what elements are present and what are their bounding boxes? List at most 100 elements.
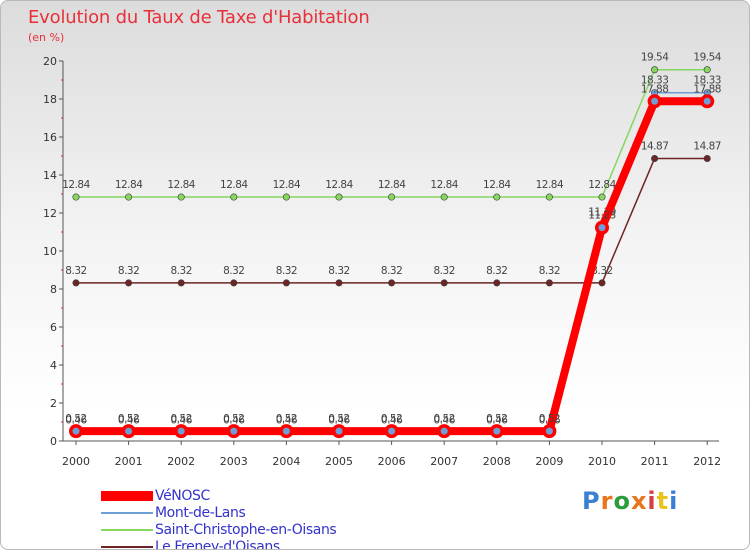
- legend-item-venosc: VéNOSC: [101, 487, 336, 504]
- data-point-saint-christophe-en-oisans: [282, 193, 290, 201]
- data-point-inner-v-nosc: [282, 427, 290, 435]
- logo-letter: o: [613, 487, 631, 515]
- logo-letter: i: [669, 487, 679, 515]
- legend: VéNOSC Mont-de-Lans Saint-Christophe-en-…: [101, 487, 337, 550]
- data-label-saint-christophe-en-oisans: 12.84: [325, 179, 353, 191]
- chart-title: Evolution du Taux de Taxe d'Habitation: [28, 7, 370, 28]
- legend-swatch-mont-de-lans: [101, 511, 153, 514]
- data-label-mont-de-lans: 0.46: [171, 414, 193, 426]
- data-point-inner-v-nosc: [545, 427, 553, 435]
- y-tick-label: 4: [50, 359, 57, 372]
- data-point-inner-v-nosc: [598, 224, 606, 232]
- data-point-le-freney-d-oisans: [493, 279, 501, 287]
- data-point-le-freney-d-oisans: [598, 279, 606, 287]
- legend-item-mont-de-lans: Mont-de-Lans: [101, 504, 336, 521]
- data-label-mont-de-lans: 0.46: [328, 414, 350, 426]
- data-point-le-freney-d-oisans: [651, 154, 659, 162]
- x-tick-label: 2001: [115, 455, 143, 468]
- x-tick-label: 2008: [483, 455, 511, 468]
- data-label-saint-christophe-en-oisans: 12.84: [536, 179, 564, 191]
- y-tick-label: 16: [43, 131, 57, 144]
- x-tick-label: 2010: [588, 455, 616, 468]
- data-label-le-freney-d-oisans: 8.32: [381, 265, 402, 277]
- data-label-le-freney-d-oisans: 8.32: [223, 265, 244, 277]
- data-label-v-nosc: 0.52: [171, 413, 192, 425]
- data-point-inner-v-nosc: [440, 427, 448, 435]
- data-point-saint-christophe-en-oisans: [177, 193, 185, 201]
- data-point-le-freney-d-oisans: [125, 279, 133, 287]
- data-label-saint-christophe-en-oisans: 12.84: [588, 179, 616, 191]
- legend-label: Mont-de-Lans: [155, 504, 246, 521]
- x-tick-label: 2007: [430, 455, 458, 468]
- data-label-mont-de-lans: 0.46: [486, 414, 508, 426]
- x-tick-label: 2005: [325, 455, 353, 468]
- data-label-saint-christophe-en-oisans: 12.84: [378, 179, 406, 191]
- series-line-mont-de-lans: [75, 91, 708, 434]
- x-tick-label: 2009: [535, 455, 563, 468]
- data-point-inner-v-nosc: [177, 427, 185, 435]
- data-point-le-freney-d-oisans: [703, 154, 711, 162]
- data-point-inner-v-nosc: [388, 427, 396, 435]
- data-label-le-freney-d-oisans: 8.32: [591, 265, 612, 277]
- data-point-le-freney-d-oisans: [388, 279, 396, 287]
- data-point-inner-v-nosc: [493, 427, 501, 435]
- x-tick-label: 2006: [378, 455, 406, 468]
- data-label-v-nosc: 0.52: [65, 413, 86, 425]
- legend-label: Le Freney-d'Oisans: [155, 538, 280, 550]
- data-label-v-nosc: 11.23: [588, 210, 616, 222]
- data-point-inner-v-nosc: [72, 427, 80, 435]
- data-label-v-nosc: 0.52: [486, 413, 507, 425]
- data-label-saint-christophe-en-oisans: 12.84: [62, 179, 90, 191]
- data-point-inner-v-nosc: [125, 427, 133, 435]
- data-label-le-freney-d-oisans: 8.32: [328, 265, 349, 277]
- legend-swatch-le-freney: [101, 545, 153, 548]
- data-point-saint-christophe-en-oisans: [388, 193, 396, 201]
- x-tick-label: 2000: [62, 455, 90, 468]
- data-label-le-freney-d-oisans: 8.32: [434, 265, 455, 277]
- data-label-saint-christophe-en-oisans: 12.84: [483, 179, 511, 191]
- data-label-saint-christophe-en-oisans: 12.84: [220, 179, 248, 191]
- logo-letter: x: [630, 487, 648, 515]
- data-point-saint-christophe-en-oisans: [493, 193, 501, 201]
- data-point-saint-christophe-en-oisans: [703, 66, 711, 74]
- y-tick-label: 2: [50, 397, 57, 410]
- data-label-v-nosc: 0.52: [328, 413, 349, 425]
- data-label-saint-christophe-en-oisans: 12.84: [273, 179, 301, 191]
- y-tick-label: 20: [43, 55, 57, 68]
- x-tick-label: 2011: [641, 455, 669, 468]
- x-tick-label: 2003: [220, 455, 248, 468]
- data-label-v-nosc: 17.88: [641, 83, 669, 95]
- legend-label: VéNOSC: [155, 487, 210, 504]
- data-label-le-freney-d-oisans: 8.32: [486, 265, 507, 277]
- data-label-v-nosc: 0.52: [223, 413, 244, 425]
- data-label-saint-christophe-en-oisans: 19.54: [641, 52, 669, 64]
- data-label-mont-de-lans: 0.46: [223, 414, 245, 426]
- data-label-le-freney-d-oisans: 8.32: [118, 265, 139, 277]
- x-tick-label: 2004: [272, 455, 300, 468]
- data-label-saint-christophe-en-oisans: 12.84: [167, 179, 195, 191]
- data-point-saint-christophe-en-oisans: [440, 193, 448, 201]
- series-line-saint-christophe-en-oisans: [75, 68, 708, 198]
- data-label-le-freney-d-oisans: 8.32: [539, 265, 560, 277]
- logo-letter: t: [656, 487, 670, 515]
- data-label-mont-de-lans: 0.46: [381, 414, 403, 426]
- y-tick-label: 8: [50, 283, 57, 296]
- data-label-le-freney-d-oisans: 14.87: [641, 140, 669, 152]
- y-tick-label: 6: [50, 321, 57, 334]
- data-label-mont-de-lans: 0.46: [118, 414, 140, 426]
- data-point-saint-christophe-en-oisans: [651, 66, 659, 74]
- data-label-le-freney-d-oisans: 8.32: [276, 265, 297, 277]
- data-label-mont-de-lans: 0.46: [65, 414, 87, 426]
- legend-swatch-saint-christophe: [101, 528, 153, 531]
- data-point-saint-christophe-en-oisans: [545, 193, 553, 201]
- data-label-saint-christophe-en-oisans: 19.54: [693, 52, 721, 64]
- logo-letter: r: [600, 487, 614, 515]
- data-point-le-freney-d-oisans: [545, 279, 553, 287]
- data-label-le-freney-d-oisans: 8.32: [65, 265, 86, 277]
- data-label-v-nosc: 0.52: [434, 413, 455, 425]
- data-point-le-freney-d-oisans: [335, 279, 343, 287]
- y-tick-label: 18: [43, 93, 57, 106]
- data-point-saint-christophe-en-oisans: [335, 193, 343, 201]
